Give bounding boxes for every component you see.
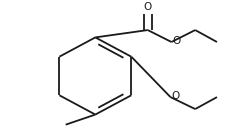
Text: O: O	[172, 36, 181, 46]
Text: O: O	[172, 91, 180, 101]
Text: O: O	[144, 2, 152, 12]
